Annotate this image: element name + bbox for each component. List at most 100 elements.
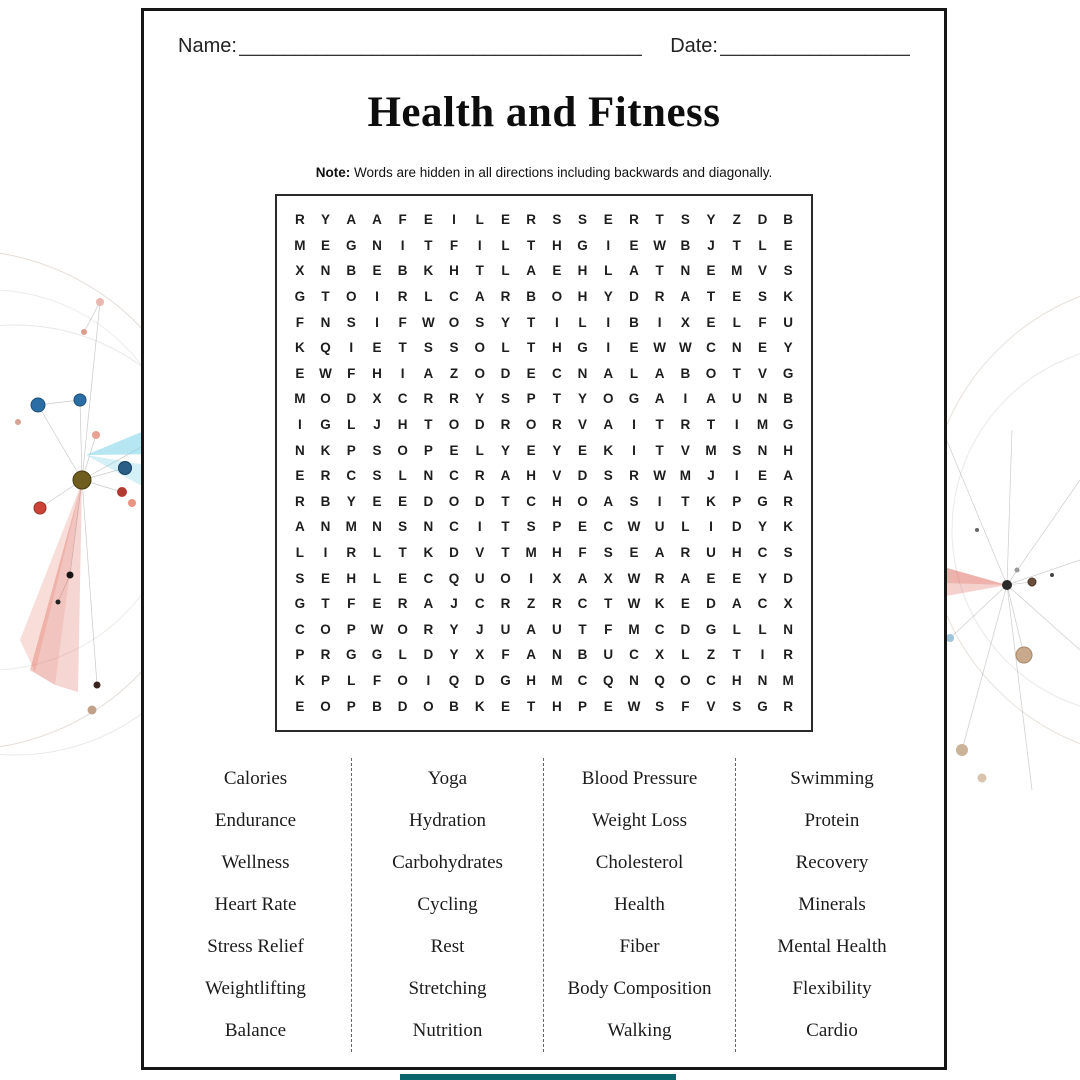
grid-letter: L bbox=[347, 417, 356, 433]
grid-letter: N bbox=[757, 672, 768, 688]
date-label: Date: bbox=[670, 35, 718, 57]
grid-letter: H bbox=[731, 545, 742, 561]
grid-letter: T bbox=[475, 263, 484, 279]
grid-letter: I bbox=[477, 237, 482, 253]
grid-letter: J bbox=[450, 596, 458, 612]
background-graph-left bbox=[0, 240, 231, 765]
grid-letter: E bbox=[552, 263, 562, 279]
grid-letter: H bbox=[449, 263, 459, 279]
grid-letter: R bbox=[654, 570, 665, 586]
grid-letter: K bbox=[474, 698, 485, 714]
grid-letter: S bbox=[757, 289, 767, 305]
grid-letter: C bbox=[449, 289, 459, 305]
grid-letter: T bbox=[655, 442, 664, 458]
grid-letter: A bbox=[603, 365, 614, 381]
grid-letter: O bbox=[474, 340, 485, 356]
grid-letter: F bbox=[398, 314, 407, 330]
grid-letter: R bbox=[526, 212, 537, 228]
word-column: Blood Pressure Weight Loss Cholesterol Heal… bbox=[544, 757, 736, 1052]
grid-letter: N bbox=[423, 519, 434, 535]
grid-letter: V bbox=[757, 263, 767, 279]
grid-letter: S bbox=[449, 340, 459, 356]
word-item: Hydration bbox=[408, 809, 487, 831]
grid-letter: D bbox=[706, 596, 716, 612]
grid-letter: H bbox=[346, 570, 357, 586]
grid-letter: E bbox=[500, 698, 510, 714]
grid-letter: E bbox=[706, 570, 716, 586]
date-blank-line: __________________ bbox=[720, 35, 910, 57]
grid-letter: B bbox=[320, 493, 331, 509]
grid-letter: H bbox=[551, 698, 562, 714]
grid-letter: N bbox=[320, 263, 331, 279]
grid-letter: Z bbox=[449, 365, 459, 381]
grid-letter: L bbox=[681, 519, 690, 535]
grid-letter: I bbox=[606, 314, 611, 330]
word-item: Cardio bbox=[806, 1019, 858, 1041]
grid-letter: S bbox=[680, 212, 690, 228]
grid-letter: W bbox=[627, 596, 641, 612]
grid-letter: T bbox=[655, 263, 664, 279]
grid-letter: Y bbox=[500, 442, 510, 458]
grid-letter: S bbox=[526, 519, 536, 535]
grid-letter: W bbox=[653, 468, 667, 484]
grid-letter: E bbox=[603, 212, 613, 228]
word-item: Weightlifting bbox=[205, 977, 306, 999]
grid-letter: M bbox=[294, 391, 306, 407]
word-item: Cholesterol bbox=[595, 851, 684, 873]
grid-letter: O bbox=[448, 493, 460, 509]
note-text: Words are hidden in all directions inclu… bbox=[354, 165, 773, 180]
grid-letter: T bbox=[321, 596, 330, 612]
grid-letter: T bbox=[552, 391, 561, 407]
grid-letter: X bbox=[295, 263, 305, 279]
word-item: Minerals bbox=[798, 893, 866, 915]
grid-letter: E bbox=[732, 570, 742, 586]
grid-letter: R bbox=[397, 596, 408, 612]
grid-letter: H bbox=[526, 672, 537, 688]
grid-letter: G bbox=[757, 698, 768, 714]
grid-letter: H bbox=[551, 545, 562, 561]
grid-letter: Z bbox=[527, 596, 536, 612]
grid-letter: A bbox=[372, 212, 382, 228]
grid-letter: N bbox=[757, 391, 768, 407]
grid-letter: R bbox=[294, 493, 305, 509]
grid-letter: L bbox=[604, 263, 613, 279]
grid-letter: R bbox=[783, 647, 794, 663]
grid-letter: P bbox=[732, 493, 742, 509]
grid-letter: J bbox=[475, 621, 484, 637]
grid-letter: T bbox=[732, 365, 741, 381]
grid-letter: U bbox=[731, 391, 742, 407]
grid-letter: O bbox=[423, 698, 434, 714]
grid-letter: X bbox=[372, 391, 382, 407]
grid-letter: D bbox=[680, 621, 691, 637]
grid-letter: E bbox=[423, 212, 433, 228]
grid-letter: O bbox=[525, 417, 537, 433]
grid-letter: B bbox=[526, 289, 537, 305]
grid-letter: R bbox=[551, 596, 562, 612]
grid-letter: D bbox=[474, 417, 485, 433]
grid-letter: T bbox=[706, 417, 716, 433]
grid-letter: E bbox=[629, 545, 639, 561]
grid-letter: C bbox=[526, 493, 537, 509]
grid-letter: V bbox=[475, 545, 485, 561]
grid-letter: Q bbox=[320, 340, 331, 356]
grid-letter: E bbox=[629, 237, 639, 253]
grid-letter: S bbox=[552, 212, 562, 228]
word-item: Weight Loss bbox=[591, 809, 688, 831]
grid-letter: N bbox=[629, 672, 639, 688]
word-item: Swimming bbox=[790, 767, 874, 789]
grid-letter: G bbox=[757, 493, 768, 509]
grid-letter: L bbox=[372, 545, 382, 561]
word-item: Recovery bbox=[795, 851, 869, 873]
grid-letter: G bbox=[628, 391, 640, 407]
grid-letter: N bbox=[757, 442, 768, 458]
grid-letter: M bbox=[628, 621, 640, 637]
grid-letter: F bbox=[372, 672, 382, 688]
grid-letter: D bbox=[474, 493, 485, 509]
word-list: Calories Endurance Wellness Heart Rate Stres… bbox=[160, 757, 928, 1052]
grid-letter: N bbox=[680, 263, 691, 279]
grid-letter: F bbox=[578, 545, 587, 561]
grid-letter: A bbox=[706, 391, 716, 407]
grid-letter: E bbox=[449, 442, 459, 458]
grid-letter: T bbox=[398, 340, 407, 356]
